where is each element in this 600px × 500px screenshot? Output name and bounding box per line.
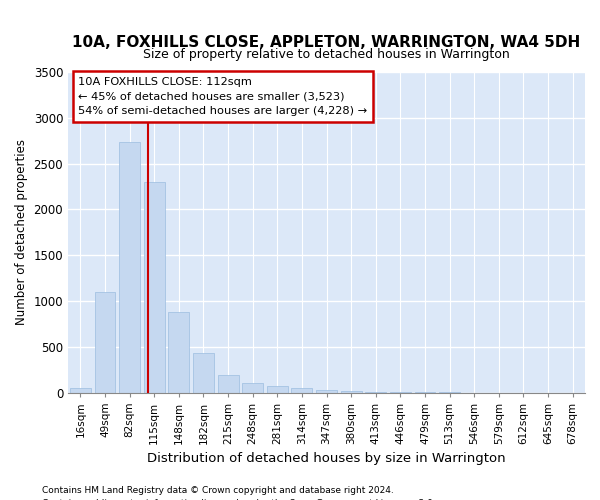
- Bar: [119, 142, 140, 392]
- Bar: [218, 374, 239, 392]
- Bar: [316, 390, 337, 392]
- Y-axis label: Number of detached properties: Number of detached properties: [15, 140, 28, 326]
- Bar: [242, 383, 263, 392]
- Title: 10A, FOXHILLS CLOSE, APPLETON, WARRINGTON, WA4 5DH: 10A, FOXHILLS CLOSE, APPLETON, WARRINGTO…: [73, 35, 581, 50]
- Text: Size of property relative to detached houses in Warrington: Size of property relative to detached ho…: [143, 48, 510, 61]
- Bar: [267, 386, 288, 392]
- Bar: [169, 312, 189, 392]
- X-axis label: Distribution of detached houses by size in Warrington: Distribution of detached houses by size …: [147, 452, 506, 465]
- Bar: [144, 182, 164, 392]
- Text: 10A FOXHILLS CLOSE: 112sqm
← 45% of detached houses are smaller (3,523)
54% of s: 10A FOXHILLS CLOSE: 112sqm ← 45% of deta…: [79, 77, 368, 116]
- Bar: [292, 388, 313, 392]
- Bar: [193, 353, 214, 393]
- Text: Contains public sector information licensed under the Open Government Licence v3: Contains public sector information licen…: [42, 498, 436, 500]
- Text: Contains HM Land Registry data © Crown copyright and database right 2024.: Contains HM Land Registry data © Crown c…: [42, 486, 394, 495]
- Bar: [341, 391, 362, 392]
- Bar: [95, 292, 115, 392]
- Bar: [70, 388, 91, 392]
